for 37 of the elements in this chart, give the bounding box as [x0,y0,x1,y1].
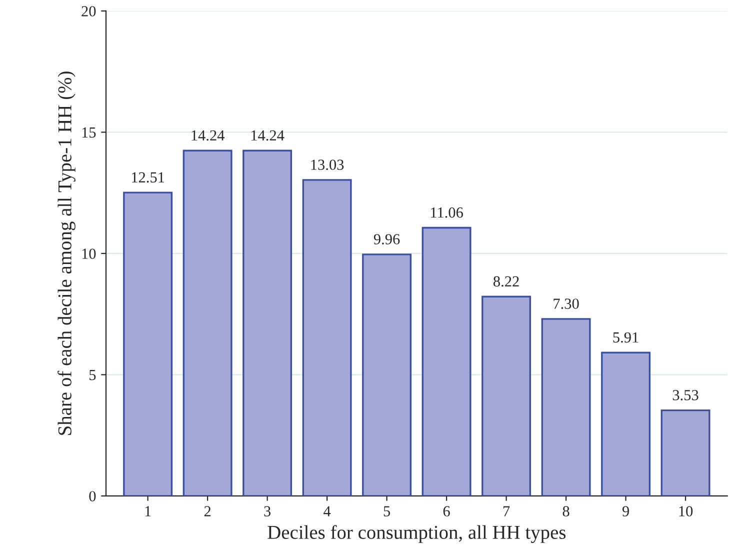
data-label: 3.53 [672,390,698,400]
bar [123,192,173,496]
y-tick-label: 5 [90,370,96,380]
data-label: 12.51 [132,172,164,183]
y-tick-label: 15 [82,127,96,138]
data-label: 9.96 [374,234,400,244]
data-label: 14.24 [251,130,284,141]
data-label: 7.30 [554,298,579,309]
x-tick-label: 2 [204,506,211,516]
bar [362,254,412,496]
x-axis-title: Deciles for consumption, all HH types [268,525,566,543]
bar [482,296,532,496]
y-tick-label: 10 [82,248,96,259]
x-tick-label: 9 [622,506,629,516]
bar [660,410,710,496]
bar [422,226,472,496]
y-axis-title: Share of each decile among all Type-1 HH (%) [58,72,76,435]
data-label: 13.03 [311,160,344,170]
data-label: 14.24 [192,130,225,141]
x-tick-label: 4 [324,506,331,516]
x-tick-label: 10 [679,506,693,516]
data-label: 11.06 [430,207,463,218]
x-tick-label: 5 [384,506,390,516]
y-tick-label: 0 [89,491,96,502]
x-tick-label: 8 [562,506,570,516]
bar [242,150,292,496]
x-tick-label: 7 [503,506,510,516]
bar [541,318,591,496]
bar [302,179,352,496]
y-tick-label: 20 [82,6,96,16]
x-tick-label: 3 [264,506,271,516]
x-tick-label: 6 [443,506,450,516]
data-label: 8.22 [494,276,519,287]
bar [601,352,651,496]
x-tick-label: 1 [145,506,151,516]
data-label: 5.91 [613,332,638,343]
bar [182,150,232,496]
